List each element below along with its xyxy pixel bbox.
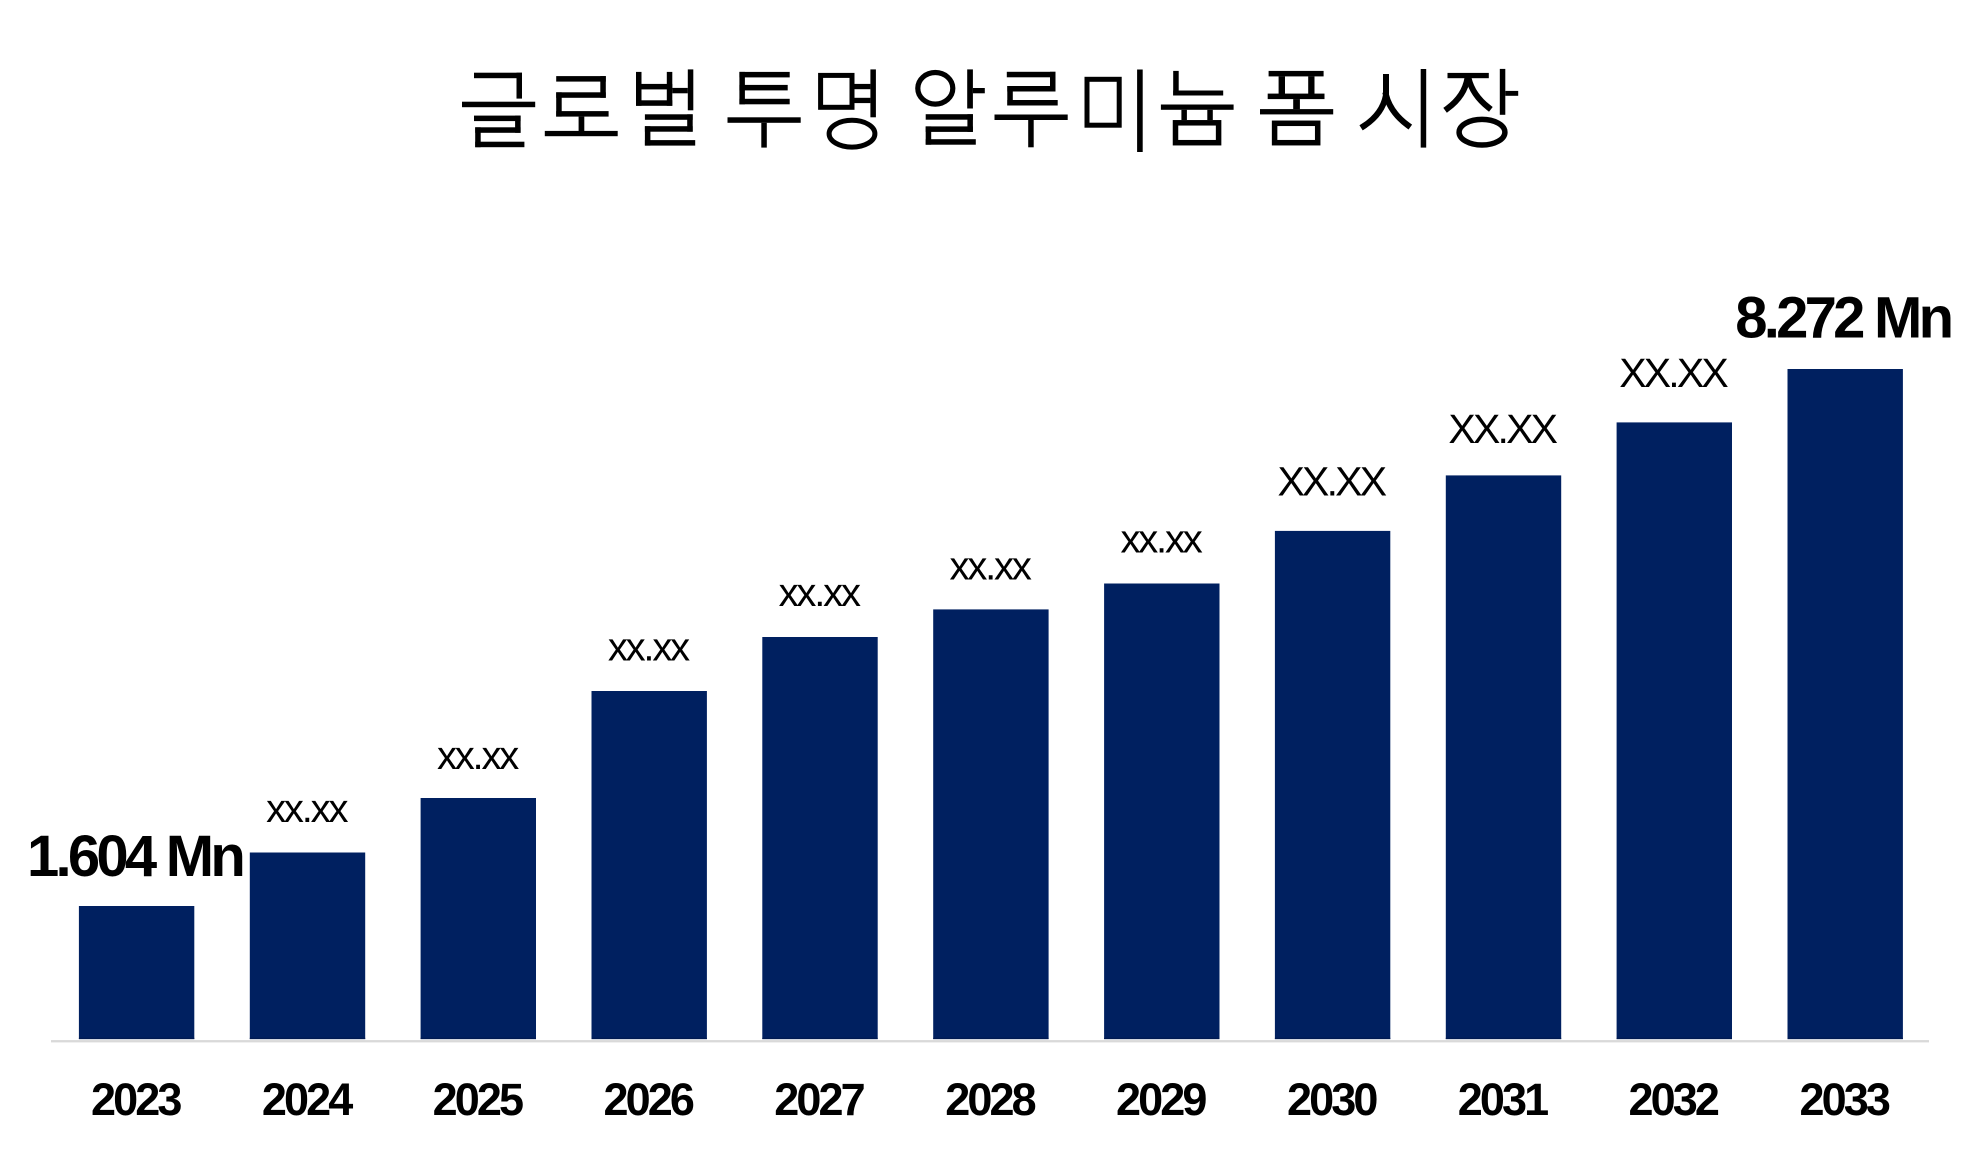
svg-text:XX.XX: XX.XX <box>1448 406 1557 452</box>
svg-text:2026: 2026 <box>604 1074 694 1125</box>
svg-text:2027: 2027 <box>774 1074 864 1125</box>
svg-text:xx.xx: xx.xx <box>266 787 348 831</box>
svg-text:2032: 2032 <box>1629 1074 1719 1125</box>
svg-text:2028: 2028 <box>945 1074 1035 1125</box>
svg-text:2030: 2030 <box>1287 1074 1377 1125</box>
svg-text:xx.xx: xx.xx <box>1120 518 1202 562</box>
svg-text:2025: 2025 <box>433 1074 523 1125</box>
svg-text:xx.xx: xx.xx <box>608 625 690 669</box>
svg-text:xx.xx: xx.xx <box>779 571 861 615</box>
svg-text:XX.XX: XX.XX <box>1278 459 1387 505</box>
svg-text:2029: 2029 <box>1116 1074 1206 1125</box>
svg-text:2031: 2031 <box>1458 1074 1548 1125</box>
svg-text:1.604 Mn: 1.604 Mn <box>27 824 242 889</box>
svg-text:2024: 2024 <box>262 1074 353 1125</box>
svg-text:8.272 Mn: 8.272 Mn <box>1735 286 1950 351</box>
svg-text:2033: 2033 <box>1800 1074 1890 1125</box>
svg-text:xx.xx: xx.xx <box>437 734 519 778</box>
svg-text:2023: 2023 <box>91 1074 181 1125</box>
svg-text:xx.xx: xx.xx <box>950 545 1032 589</box>
svg-text:XX.XX: XX.XX <box>1619 350 1728 396</box>
